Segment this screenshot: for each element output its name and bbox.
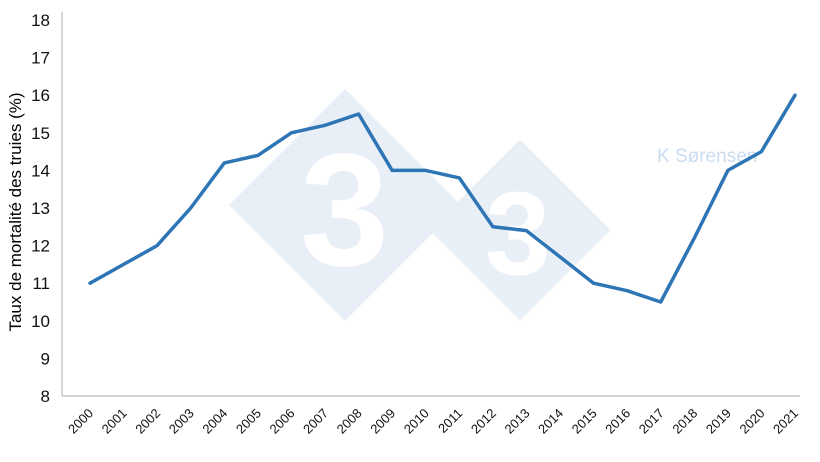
x-tick-label: 2018: [669, 406, 700, 437]
y-tick-label: 10: [31, 312, 50, 331]
x-tick-label: 2002: [132, 406, 163, 437]
x-tick-label: 2014: [535, 406, 566, 437]
y-tick-label: 8: [41, 387, 50, 406]
x-tick-label: 2003: [166, 406, 197, 437]
watermark-credit: K Sørensen: [657, 146, 758, 167]
mortality-data-line: [88, 93, 797, 304]
x-tick-label: 2009: [367, 406, 398, 437]
y-axis-title: Taux de mortalité des truies (%): [6, 92, 25, 332]
x-tick-label: 2005: [233, 406, 264, 437]
y-tick-label: 13: [31, 199, 50, 218]
y-tick-label: 18: [31, 11, 50, 30]
watermark-333-glyph-2: 3: [485, 168, 551, 300]
x-tick-label: 2008: [334, 406, 365, 437]
x-tick-label: 2017: [636, 406, 667, 437]
x-tick-label: 2001: [99, 406, 130, 437]
x-tick-label: 2021: [770, 406, 801, 437]
y-tick-label: 14: [31, 161, 50, 180]
x-tick-label: 2000: [65, 406, 96, 437]
x-tick-label: 2019: [703, 406, 734, 437]
x-tick-label: 2006: [266, 406, 297, 437]
x-tick-label: 2011: [435, 406, 465, 436]
x-tick-label: 2004: [199, 406, 230, 437]
x-tick-label: 2012: [468, 406, 499, 437]
y-tick-label: 12: [31, 237, 50, 256]
y-tick-label: 15: [31, 124, 50, 143]
x-tick-label: 2013: [501, 406, 532, 437]
y-tick-label: 9: [41, 349, 50, 368]
x-tick-label: 2016: [602, 406, 633, 437]
x-tick-label: 2015: [569, 406, 600, 437]
y-tick-label: 11: [32, 274, 50, 293]
y-tick-label: 17: [31, 49, 50, 68]
x-tick-label: 2020: [736, 406, 767, 437]
x-tick-label: 2010: [401, 406, 432, 437]
y-tick-label: 16: [31, 86, 50, 105]
watermark-333-glyph-1: 3: [300, 120, 389, 299]
x-tick-label: 2007: [300, 406, 331, 437]
